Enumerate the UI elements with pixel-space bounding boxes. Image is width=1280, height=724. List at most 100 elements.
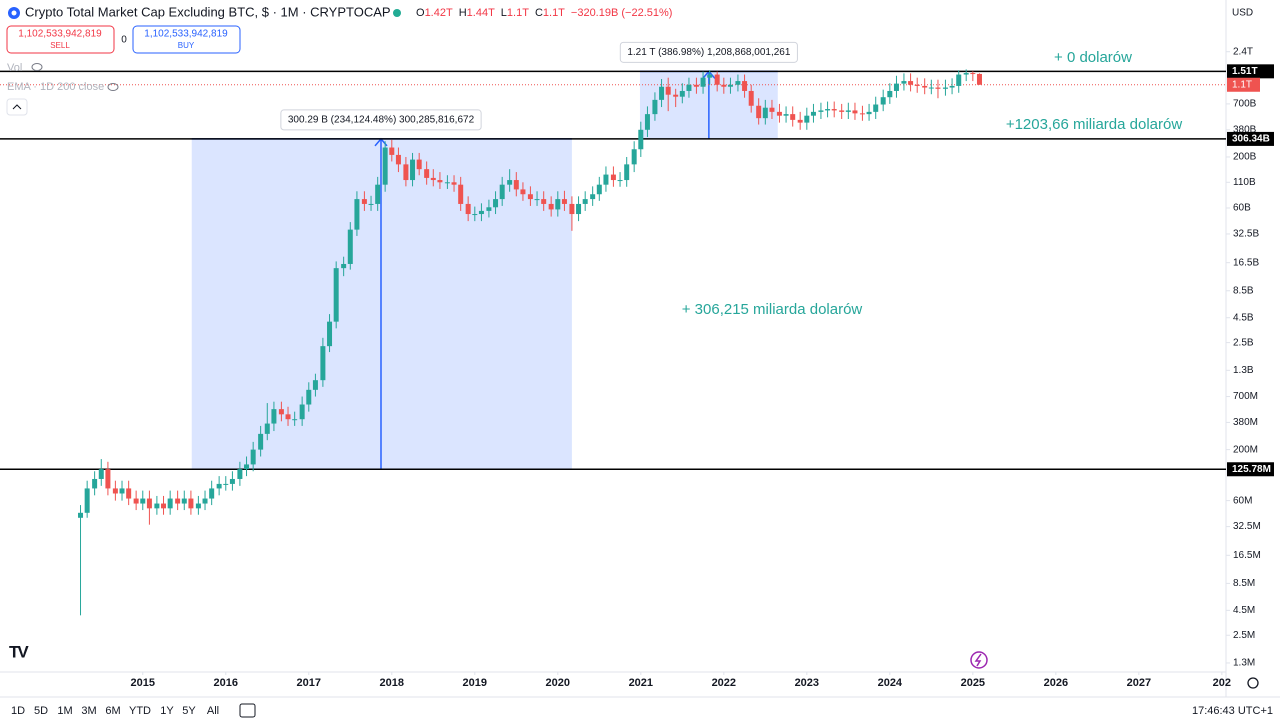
candle-body [576,203,582,215]
x-tick-label: 2022 [712,677,736,689]
range-button[interactable]: 6M [105,705,120,717]
candle-body [610,174,616,181]
range-button[interactable]: 5Y [182,705,196,717]
price-label-box [1227,64,1274,79]
candle-body [520,189,526,195]
candle-body [976,73,982,85]
candle-body [880,97,886,105]
settings-icon[interactable] [1247,677,1259,689]
y-tick-label: 2.4T [1233,46,1253,57]
candle-body [320,346,326,381]
candle-body [202,498,208,504]
candle-body [693,84,699,87]
candle-body [887,90,893,98]
y-tick-label: 16.5M [1233,550,1261,561]
candle-body [389,147,395,155]
candle-body [188,498,194,509]
logo: TV [9,642,29,661]
candle-body [527,194,533,200]
candle-body [451,182,457,185]
y-tick-label: 700B [1233,99,1257,110]
y-tick-label: 1.3M [1233,658,1255,669]
candle-body [922,85,928,88]
candle-body [271,409,277,424]
range-button[interactable]: 1D [11,705,25,717]
candle-body [534,199,540,201]
candle-body [839,110,845,112]
ema-indicator: EMA · 1D 200 close [7,81,104,93]
sell-button[interactable] [6,25,115,54]
y-tick-label: 32.5B [1233,229,1259,240]
candle-body [707,74,713,78]
candle-body [347,229,353,264]
annotation: + 306,215 miliarda dolarów [682,301,863,318]
candle-body [175,498,181,504]
candle-body [92,478,98,489]
buy-button[interactable] [132,25,241,54]
collapse-button[interactable] [6,98,28,116]
candle-body [825,109,831,111]
candle-body [928,87,934,89]
range-button[interactable]: 1M [57,705,72,717]
candle-body [582,199,588,204]
candle-body [783,114,789,116]
candle-body [333,268,339,322]
candle-body [229,478,235,484]
currency-button[interactable] [1229,3,1259,23]
x-tick-label: 2019 [463,677,487,689]
candle-body [644,114,650,130]
candle-body [956,74,962,86]
candle-body [244,464,250,470]
ohlc-key: O [416,7,425,19]
candle-body [119,488,125,494]
eye-icon[interactable] [31,63,43,71]
y-tick-label: 380M [1233,417,1258,428]
candle-body [756,105,762,119]
candle-body [561,199,567,204]
range-button[interactable]: 3M [81,705,96,717]
candle-body [659,86,665,100]
calendar-icon[interactable] [239,703,256,718]
x-tick-label: 2016 [214,677,238,689]
y-tick-label: 4.5B [1233,312,1254,323]
candle-body [146,498,152,509]
range-button[interactable]: 5D [34,705,48,717]
range-label: 300.29 B (234,124.48%) 300,285,816,672 [288,115,475,126]
range-button[interactable]: All [207,705,219,717]
range-button[interactable]: 1Y [160,705,174,717]
candle-body [617,180,623,182]
event-icon[interactable] [970,651,988,669]
y-tick-label: 32.5M [1233,521,1261,532]
candle-body [769,107,775,112]
candle-body [167,498,173,509]
plot [0,69,1226,616]
candle-body [292,419,298,421]
candle-body [105,469,111,489]
candle-body [285,414,291,420]
candle-body [818,110,824,112]
candle-body [395,154,401,165]
candle-body [98,469,104,479]
x-tick-label: 2020 [546,677,570,689]
ohlc-key: L [501,7,507,19]
candle-body [424,169,430,178]
candle-body [195,503,201,509]
candle-body [341,263,347,269]
price-label: 306.34B [1232,134,1270,145]
price-label-box [1227,131,1274,146]
x-tick-label: 2027 [1127,677,1151,689]
candle-body [541,199,547,204]
candle-body [700,77,706,87]
x-tick-label: 2026 [1044,677,1068,689]
chevron-icon [12,104,22,110]
x-tick-label: 2017 [297,677,321,689]
candle-body [624,164,630,181]
candle-body [631,149,637,165]
candle-body [831,109,837,111]
eye-icon[interactable] [107,83,119,91]
candle-body [548,203,554,210]
range-button[interactable]: YTD [129,705,151,717]
candle-body [327,321,333,347]
y-tick-label: 700M [1233,391,1258,402]
